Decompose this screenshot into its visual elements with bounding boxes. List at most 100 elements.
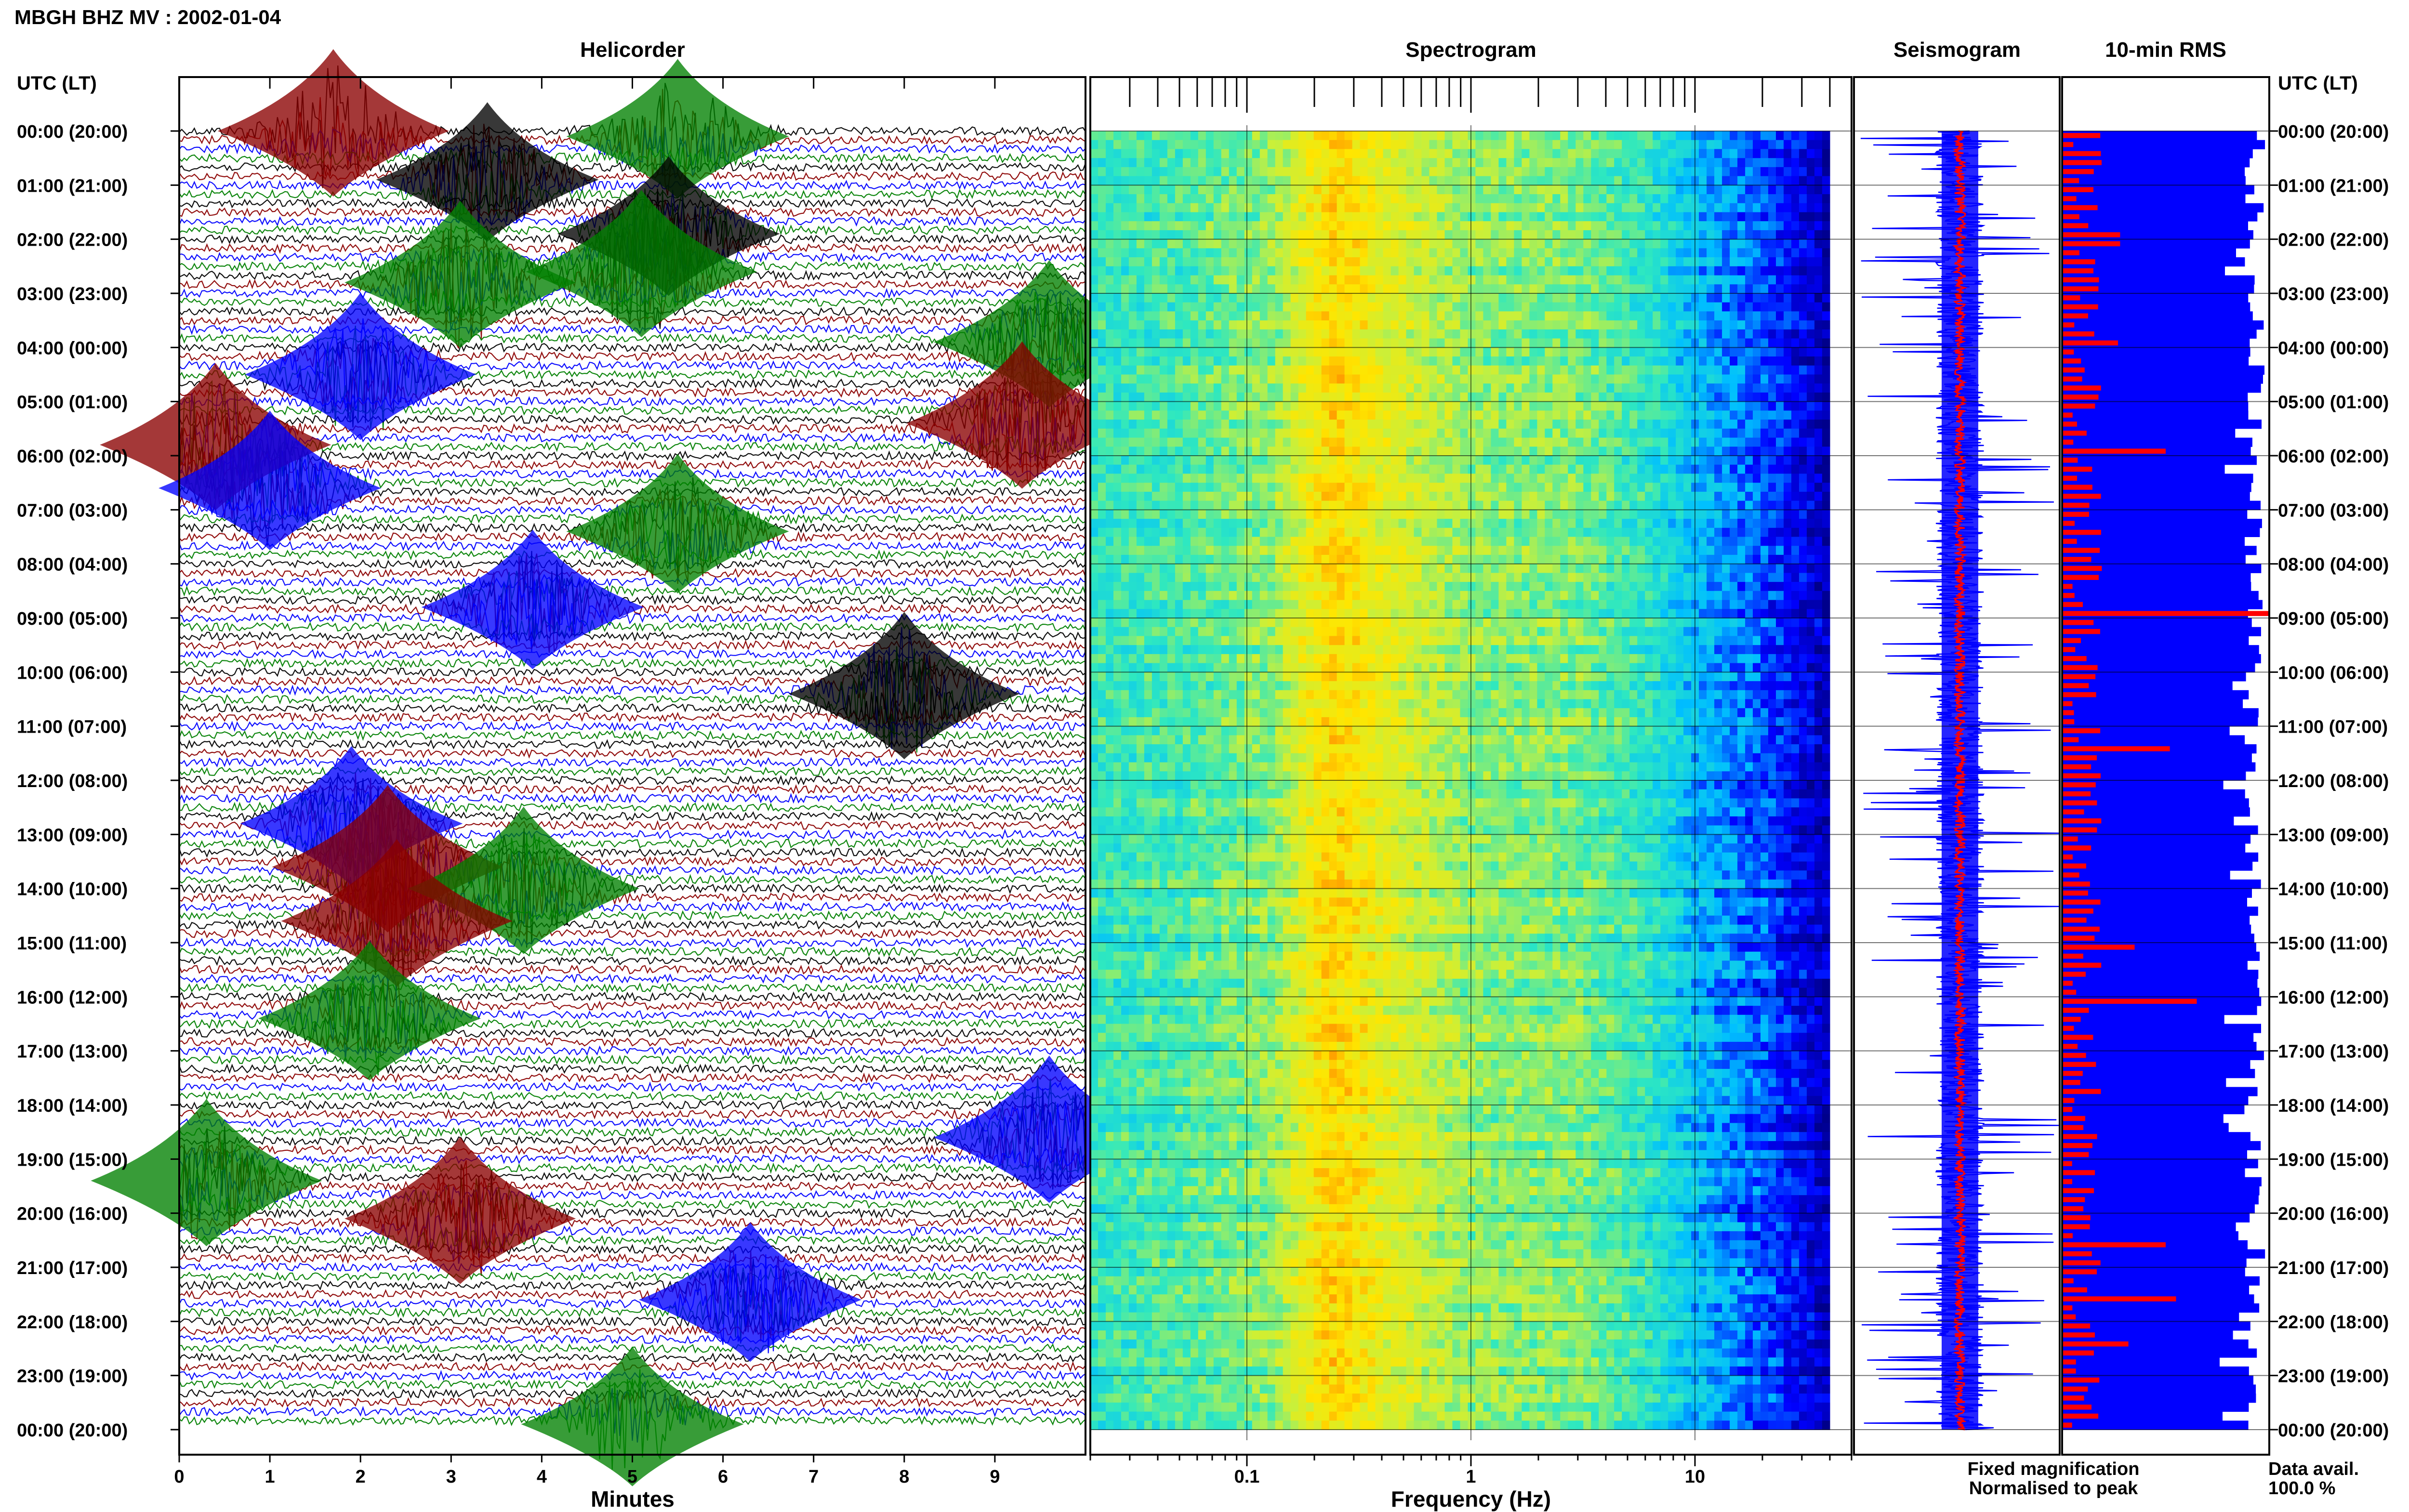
spectrogram-cell — [1213, 167, 1222, 177]
spectrogram-cell — [1614, 456, 1622, 465]
spectrogram-cell — [1406, 392, 1415, 402]
spectrogram-cell — [1575, 500, 1584, 510]
spectrogram-cell — [1259, 456, 1268, 465]
spectrogram-cell — [1683, 464, 1692, 474]
spectrogram-cell — [1236, 537, 1245, 546]
spectrogram-cell — [1298, 573, 1307, 582]
spectrogram-cell — [1190, 383, 1199, 393]
spectrogram-cell — [1799, 293, 1807, 303]
spectrogram-cell — [1290, 284, 1299, 294]
spectrogram-cell — [1537, 230, 1545, 240]
spectrogram-cell — [1406, 554, 1415, 565]
spectrogram-cell — [1776, 356, 1784, 366]
spectrogram-cell — [1475, 483, 1483, 492]
spectrogram-cell — [1791, 564, 1800, 573]
spectrogram-cell — [1167, 582, 1176, 592]
spectrogram-cell — [1807, 410, 1815, 420]
spectrogram-cell — [1398, 347, 1407, 357]
spectrogram-cell — [1383, 392, 1391, 402]
spectrogram-cell — [1383, 537, 1391, 546]
spectrogram-cell — [1683, 329, 1692, 339]
spectrogram-cell — [1229, 420, 1237, 429]
spectrogram-cell — [1660, 491, 1668, 501]
spectrogram-cell — [1367, 158, 1376, 168]
spectrogram-cell — [1683, 428, 1692, 438]
spectrogram-cell — [1529, 230, 1537, 240]
spectrogram-cell — [1236, 473, 1245, 483]
spectrogram-cell — [1375, 140, 1384, 149]
spectrogram-cell — [1275, 149, 1284, 158]
spectrogram-cell — [1807, 491, 1815, 501]
spectrogram-cell — [1514, 456, 1522, 465]
spectrogram-cell — [1791, 573, 1800, 582]
spectrogram-cell — [1645, 473, 1653, 483]
spectrogram-cell — [1429, 491, 1438, 501]
spectrogram-cell — [1745, 365, 1753, 375]
spectrogram-cell — [1575, 284, 1584, 294]
spectrogram-cell — [1098, 140, 1106, 149]
spectrogram-cell — [1444, 293, 1453, 303]
spectrogram-cell — [1190, 356, 1199, 366]
spectrogram-cell — [1522, 510, 1530, 519]
spectrogram-cell — [1483, 311, 1491, 321]
spectrogram-cell — [1128, 320, 1137, 330]
spectrogram-cell — [1606, 194, 1615, 204]
spectrogram-cell — [1205, 302, 1214, 312]
spectrogram-cell — [1753, 230, 1761, 240]
spectrogram-cell — [1182, 383, 1191, 393]
spectrogram-cell — [1375, 221, 1384, 231]
spectrogram-cell — [1244, 131, 1253, 141]
spectrogram-cell — [1283, 275, 1291, 285]
spectrogram-cell — [1221, 185, 1230, 195]
spectrogram-cell — [1252, 140, 1260, 149]
spectrogram-cell — [1098, 248, 1106, 258]
spectrogram-cell — [1745, 483, 1753, 492]
spectrogram-cell — [1198, 573, 1206, 582]
spectrogram-cell — [1106, 356, 1114, 366]
spectrogram-cell — [1475, 320, 1483, 330]
spectrogram-cell — [1660, 203, 1668, 213]
spectrogram-cell — [1167, 194, 1176, 204]
spectrogram-cell — [1776, 266, 1784, 276]
spectrogram-cell — [1213, 537, 1222, 546]
spectrogram-cell — [1367, 447, 1376, 456]
spectrogram-cell — [1152, 311, 1160, 321]
spectrogram-cell — [1444, 347, 1453, 357]
spectrogram-cell — [1259, 537, 1268, 546]
seismogram-title: Seismogram — [1893, 38, 2021, 62]
spectrogram-cell — [1121, 212, 1129, 222]
spectrogram-cell — [1106, 410, 1114, 420]
spectrogram-cell — [1398, 356, 1407, 366]
spectrogram-cell — [1452, 248, 1461, 258]
spectrogram-cell — [1437, 194, 1445, 204]
spectrogram-cell — [1444, 275, 1453, 285]
spectrogram-cell — [1714, 131, 1722, 141]
spectrogram-cell — [1637, 519, 1645, 528]
spectrogram-cell — [1213, 464, 1222, 474]
spectrogram-cell — [1298, 464, 1307, 474]
spectrogram-cell — [1629, 275, 1638, 285]
spectrogram-cell — [1106, 131, 1114, 141]
spectrogram-cell — [1190, 410, 1199, 420]
spectrogram-cell — [1290, 564, 1299, 573]
spectrogram-cell — [1383, 230, 1391, 240]
spectrogram-cell — [1098, 464, 1106, 474]
spectrogram-cell — [1236, 311, 1245, 321]
spectrogram-cell — [1514, 383, 1522, 393]
spectrogram-cell — [1259, 464, 1268, 474]
spectrogram-cell — [1437, 284, 1445, 294]
spectrogram-cell — [1498, 437, 1507, 447]
spectrogram-cell — [1483, 510, 1491, 519]
spectrogram-cell — [1406, 221, 1415, 231]
spectrogram-cell — [1152, 275, 1160, 285]
spectrogram-cell — [1121, 176, 1129, 185]
spectrogram-cell — [1498, 510, 1507, 519]
spectrogram-cell — [1784, 176, 1792, 185]
spectrogram-cell — [1814, 347, 1823, 357]
spectrogram-cell — [1552, 230, 1561, 240]
spectrogram-cell — [1545, 573, 1553, 582]
spectrogram-cell — [1337, 266, 1345, 276]
spectrogram-cell — [1090, 284, 1099, 294]
spectrogram-cell — [1491, 131, 1499, 141]
spectrogram-cell — [1229, 383, 1237, 393]
